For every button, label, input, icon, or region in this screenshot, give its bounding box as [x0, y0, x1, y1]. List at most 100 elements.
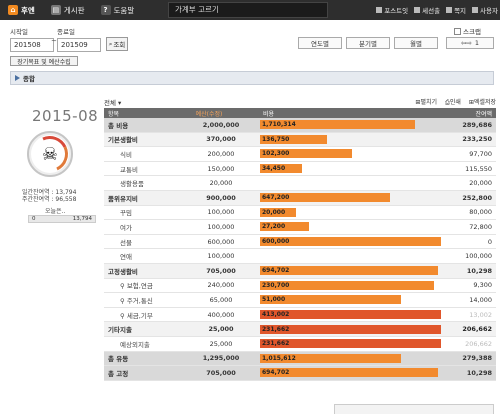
end-date-input[interactable]: 201509 — [57, 38, 101, 52]
row-label-text: 식비 — [120, 150, 132, 159]
row-spent-bar-track: 20,000 — [260, 207, 441, 217]
row-remain: 9,300 — [473, 281, 492, 290]
table-body: 총 비용 2,000,000 1,710,314 289,686 기본생활비 370,00… — [104, 118, 496, 381]
end-date-label: 종료일 — [57, 28, 75, 36]
row-label-text: 총 비용 — [108, 121, 129, 130]
goal-budget-button[interactable]: 장기목표 및 예산수립 — [10, 56, 78, 66]
spent-bar — [260, 266, 439, 276]
spent-bar — [260, 149, 353, 159]
spent-bar — [260, 237, 441, 247]
expand-triangle-icon — [15, 75, 20, 81]
dropdown-arrow-icon: ▾ — [118, 99, 122, 107]
search-button[interactable]: ⌕ 조회 — [106, 37, 128, 51]
monthly-button[interactable]: 월별 — [394, 37, 438, 49]
spent-bar — [260, 222, 309, 232]
start-date-input[interactable]: 201508 — [10, 38, 54, 52]
header-budget[interactable]: 예산(수정) — [195, 110, 223, 118]
spent-bar — [260, 339, 441, 349]
row-label: 생활용품 — [104, 178, 158, 188]
scrap-checkbox[interactable]: 스크랩 — [454, 26, 481, 36]
receipt-link[interactable]: 세선출 — [414, 5, 440, 15]
home-icon: ⌂ — [8, 5, 18, 15]
row-label: ⚲ 세금,기부 — [104, 310, 158, 320]
nav-help[interactable]: ? 도움말 — [93, 0, 143, 20]
table-row[interactable]: ⚲ 세금,기부 400,000 413,002 13,002 — [104, 308, 496, 323]
table-row[interactable]: 선물 600,000 600,000 0 — [104, 235, 496, 250]
note-link[interactable]: 쪽지 — [446, 5, 466, 15]
row-label-text: 품위유지비 — [108, 194, 138, 203]
date-range-separator: ~ — [51, 37, 57, 45]
header-remain: 잔여액 — [475, 110, 492, 118]
print-button[interactable]: ⎙인쇄 — [445, 97, 461, 107]
expand-button[interactable]: ⊞펼치기 — [415, 97, 437, 107]
top-bar: ⌂ 후엔 ▤ 게시판 ? 도움말 가계부 고르기 포스트잇 세선출 쪽지 사용자 — [0, 0, 500, 20]
table-toolbar: 전체 ▾ ⊞펼치기 ⎙인쇄 ⊞엑셀저장 — [104, 96, 496, 108]
table-row[interactable]: 여가 100,000 27,200 72,800 — [104, 220, 496, 235]
row-remain: 13,002 — [469, 310, 492, 319]
postit-link[interactable]: 포스트잇 — [376, 5, 408, 15]
pager[interactable]: ⇦⇨ 1 — [446, 37, 494, 49]
receipt-label: 세선출 — [422, 7, 441, 15]
current-month: 2015-08 — [32, 107, 99, 125]
table-row[interactable]: 연애 100,000 100,000 — [104, 249, 496, 264]
row-label: 예상외지출 — [104, 339, 158, 349]
table-row[interactable]: 총 고정 705,000 694,702 10,298 — [104, 366, 496, 381]
quarterly-button[interactable]: 분기별 — [346, 37, 390, 49]
row-label-text: 교통비 — [120, 165, 138, 174]
row-budget: 2,000,000 — [202, 120, 240, 129]
user-link[interactable]: 사용자 — [472, 5, 498, 15]
table-row[interactable]: ⚲ 주거,통신 65,000 51,000 14,000 — [104, 293, 496, 308]
excel-button[interactable]: ⊞엑셀저장 — [469, 97, 496, 107]
table-row[interactable]: 기타지출 25,000 231,662 206,662 — [104, 322, 496, 337]
start-date-label: 시작일 — [10, 28, 28, 36]
row-spent-bar-track: 694,702 — [260, 368, 441, 378]
horizontal-scrollbar[interactable] — [334, 404, 494, 414]
table-header: 항목 예산(수정) 비용 잔여액 — [104, 108, 496, 118]
yearly-button[interactable]: 연도별 — [298, 37, 342, 49]
spent-bar — [260, 280, 434, 290]
expand-icon: ⊞ — [415, 99, 421, 106]
summary-section-header[interactable]: 종합 — [10, 71, 494, 85]
spent-bar — [260, 368, 439, 378]
row-budget: 150,000 — [207, 164, 235, 173]
excel-icon: ⊞ — [468, 99, 474, 106]
table-row[interactable]: 생활용품 20,000 20,000 — [104, 176, 496, 191]
row-remain: 20,000 — [469, 179, 492, 188]
table-row[interactable]: 총 유동 1,295,000 1,015,612 279,388 — [104, 351, 496, 367]
table-row[interactable]: ⚲ 보험,연금 240,000 230,700 9,300 — [104, 279, 496, 294]
nav-board[interactable]: ▤ 게시판 — [43, 0, 93, 20]
table-row[interactable]: 교통비 150,000 34,450 115,550 — [104, 162, 496, 177]
row-label-text: 총 유동 — [108, 355, 129, 364]
help-icon: ? — [100, 5, 111, 15]
skull-icon: ☠ — [41, 143, 59, 165]
row-label-text: 예상외지출 — [120, 340, 150, 349]
spent-value: 694,702 — [262, 369, 290, 377]
row-remain: 72,800 — [469, 222, 492, 231]
table-row[interactable]: 식비 200,000 102,300 97,700 — [104, 147, 496, 162]
row-label: ⚲ 주거,통신 — [104, 295, 158, 305]
row-label-text: 세금,기부 — [126, 311, 153, 320]
spent-value: 27,200 — [262, 223, 286, 231]
header-spent: 비용 — [263, 110, 275, 118]
table-row[interactable]: 품위유지비 900,000 647,200 252,800 — [104, 190, 496, 206]
table-row[interactable]: 예상외지출 25,000 231,662 206,662 — [104, 337, 496, 352]
search-button-label: 조회 — [113, 41, 126, 49]
nav-home[interactable]: ⌂ 후엔 — [0, 0, 43, 20]
row-label-text: 생활용품 — [120, 180, 144, 189]
table-row[interactable]: 꾸밈 100,000 20,000 80,000 — [104, 206, 496, 221]
row-budget: 900,000 — [206, 193, 236, 202]
row-remain: 279,388 — [462, 354, 492, 363]
row-budget: 100,000 — [207, 252, 235, 261]
row-spent-bar-track: 34,450 — [260, 164, 441, 174]
spent-bar — [260, 134, 327, 144]
table-row[interactable]: 고정생활비 705,000 694,702 10,298 — [104, 263, 496, 279]
weekly-remaining: 주간잔여역 : 96,558 — [22, 196, 77, 203]
table-row[interactable]: 총 비용 2,000,000 1,710,314 289,686 — [104, 118, 496, 133]
today-label: 오늘은.. — [45, 208, 66, 215]
spent-value: 51,000 — [262, 296, 286, 304]
filter-dropdown[interactable]: 전체 ▾ — [104, 97, 121, 107]
table-row[interactable]: 기본생활비 370,000 136,750 233,250 — [104, 132, 496, 148]
today-left-value: 0 — [32, 216, 36, 222]
row-budget: 705,000 — [206, 368, 236, 377]
row-spent-bar-track: 136,750 — [260, 134, 441, 144]
